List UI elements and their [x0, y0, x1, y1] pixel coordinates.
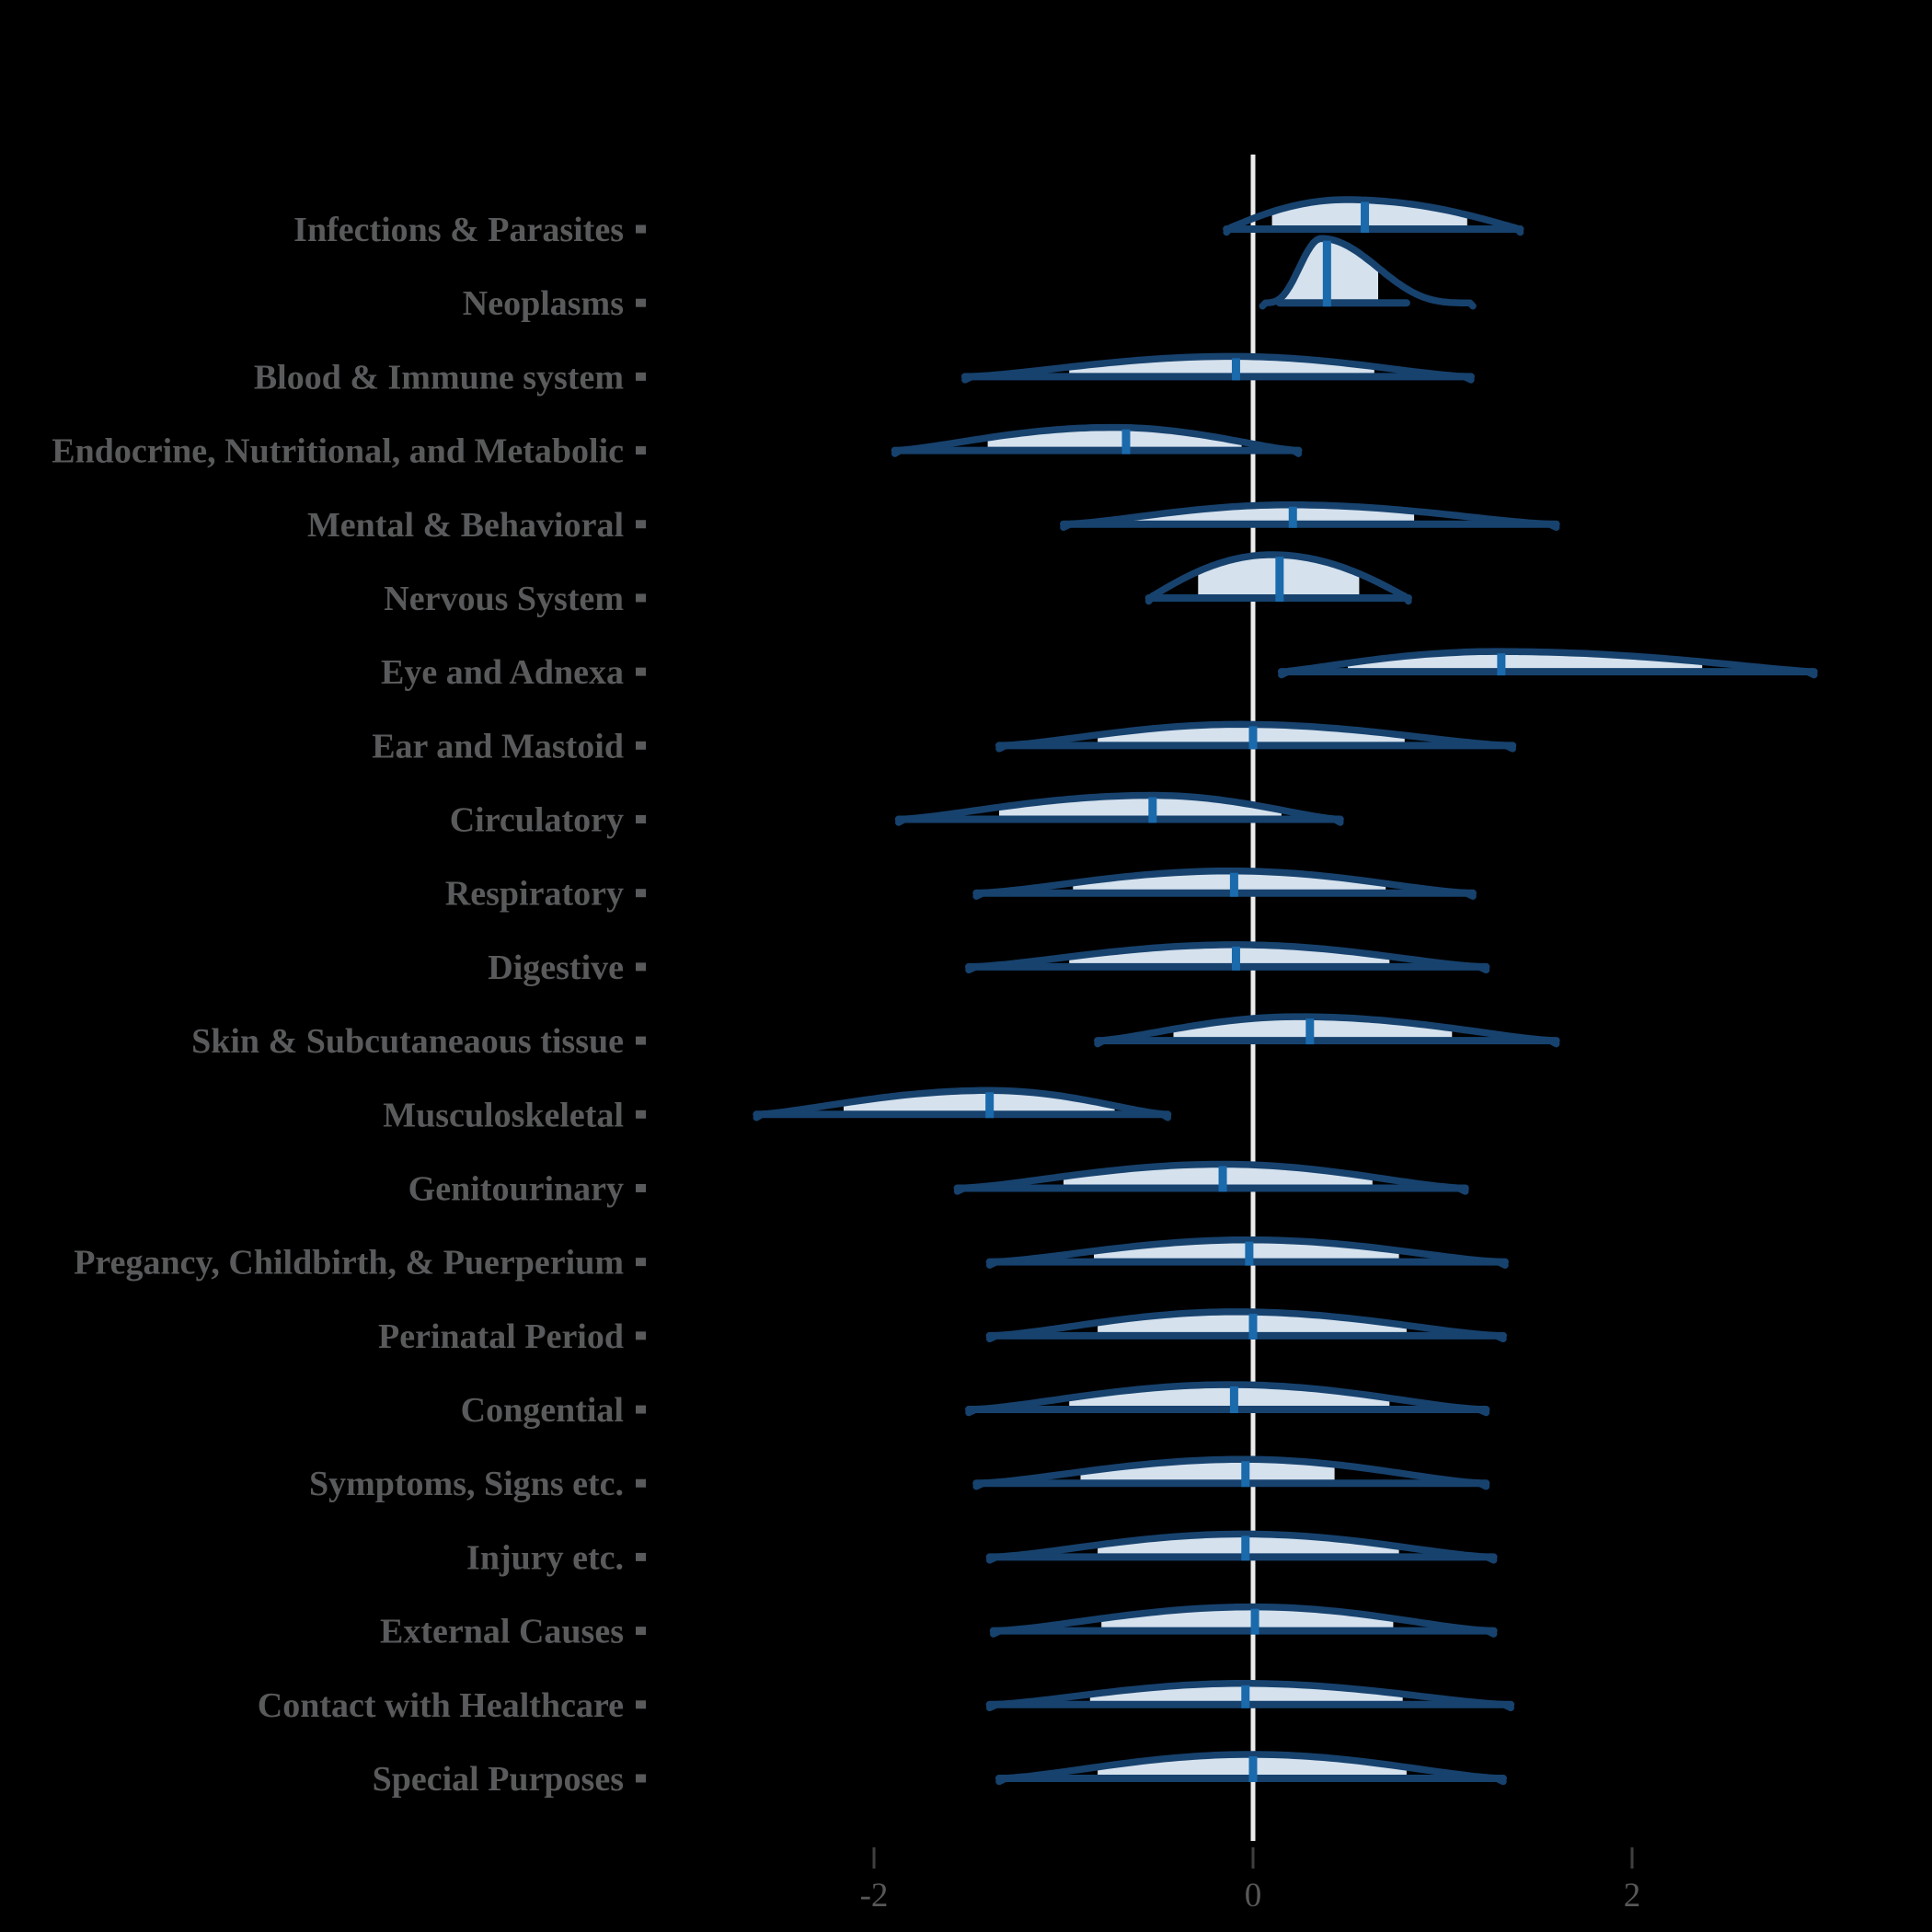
category-tick-square — [636, 298, 646, 307]
category-label: Circulatory — [450, 801, 624, 840]
violin-row-mental-behavioral: Mental & Behavioral — [307, 501, 1560, 545]
density-curve — [985, 1236, 1509, 1269]
violin-row-special-purposes: Special Purposes — [373, 1751, 1507, 1799]
density-curve — [1259, 235, 1477, 310]
violin-row-circulatory: Circulatory — [450, 791, 1344, 840]
category-label: Nervous System — [384, 580, 624, 618]
violin-row-blood-immune-system: Blood & Immune system — [254, 352, 1475, 397]
x-tick-label: 2 — [1624, 1877, 1641, 1915]
category-label: Skin & Subcutaneaous tissue — [191, 1022, 624, 1061]
category-label: Symptoms, Signs etc. — [309, 1465, 624, 1503]
density-curve — [891, 423, 1303, 457]
x-tick-label: 0 — [1245, 1877, 1262, 1915]
category-label: Blood & Immune system — [254, 358, 624, 397]
category-tick-square — [636, 1110, 646, 1119]
density-curve — [985, 1308, 1507, 1343]
violin-row-digestive: Digestive — [488, 941, 1490, 987]
category-label: Musculoskeletal — [383, 1096, 624, 1134]
category-label: Infections & Parasites — [293, 211, 624, 249]
violin-row-endocrine-nutritional-and-metabolic: Endocrine, Nutritional, and Metabolic — [52, 423, 1303, 471]
category-tick-square — [636, 1774, 646, 1783]
density-curve — [985, 1680, 1514, 1712]
category-tick-square — [636, 741, 646, 750]
density-curve — [972, 1455, 1490, 1490]
category-tick-square — [636, 1183, 646, 1192]
category-tick-square — [636, 1552, 646, 1561]
category-tick-square — [636, 962, 646, 972]
violin-row-contact-with-healthcare: Contact with Healthcare — [258, 1680, 1515, 1725]
category-label: Digestive — [488, 949, 624, 987]
category-tick-square — [636, 224, 646, 234]
category-label: External Causes — [380, 1613, 624, 1651]
x-axis: -2 0 2 — [860, 1847, 1641, 1915]
density-curve — [1223, 196, 1524, 236]
density-curve — [965, 941, 1490, 974]
category-tick-square — [636, 667, 646, 676]
density-curve — [1278, 648, 1818, 679]
category-label: Ear and Mastoid — [372, 727, 624, 765]
violin-row-eye-and-adnexa: Eye and Adnexa — [381, 648, 1818, 692]
category-tick-square — [636, 1627, 646, 1636]
category-label: Special Purposes — [373, 1760, 624, 1799]
density-curve — [1144, 551, 1412, 605]
density-curve — [753, 1087, 1172, 1121]
category-tick-square — [636, 372, 646, 381]
category-label: Endocrine, Nutritional, and Metabolic — [52, 432, 624, 471]
category-tick-square — [636, 815, 646, 824]
category-label: Neoplasms — [463, 284, 624, 323]
density-curve — [895, 791, 1344, 826]
density-curve — [972, 867, 1477, 900]
category-tick-square — [636, 1331, 646, 1340]
category-label: Contact with Healthcare — [258, 1686, 624, 1725]
violin-row-ear-and-mastoid: Ear and Mastoid — [372, 720, 1517, 765]
category-tick-square — [636, 520, 646, 529]
category-label: Respiratory — [445, 875, 624, 914]
violin-row-external-causes: External Causes — [380, 1603, 1498, 1651]
category-tick-square — [636, 1036, 646, 1045]
density-curve — [995, 720, 1516, 753]
category-label: Mental & Behavioral — [307, 506, 624, 545]
violin-row-symptoms-signs-etc: Symptoms, Signs etc. — [309, 1455, 1490, 1503]
category-label: Pregancy, Childbirth, & Puerperium — [74, 1244, 624, 1282]
violin-row-injury-etc: Injury etc. — [466, 1530, 1498, 1577]
density-curve — [995, 1751, 1507, 1786]
category-tick-square — [636, 889, 646, 898]
violin-row-pregancy-childbirth-puerperium: Pregancy, Childbirth, & Puerperium — [74, 1236, 1509, 1282]
category-label: Genitourinary — [408, 1169, 624, 1208]
category-tick-square — [636, 1258, 646, 1267]
category-tick-square — [636, 593, 646, 603]
violin-row-neoplasms: Neoplasms — [463, 235, 1477, 323]
x-tick-label: -2 — [860, 1877, 889, 1915]
density-curve — [961, 352, 1475, 384]
category-label: Eye and Adnexa — [381, 653, 624, 692]
density-curve — [1094, 1013, 1560, 1048]
violin-row-musculoskeletal: Musculoskeletal — [383, 1087, 1172, 1134]
density-curve — [965, 1381, 1490, 1417]
category-tick-square — [636, 446, 646, 455]
category-tick-square — [636, 1405, 646, 1414]
category-tick-square — [636, 1478, 646, 1488]
category-tick-square — [636, 1700, 646, 1709]
violin-row-perinatal-period: Perinatal Period — [378, 1308, 1507, 1356]
density-curve — [1060, 501, 1560, 532]
density-curve — [985, 1530, 1498, 1564]
violin-row-congential: Congential — [461, 1381, 1490, 1430]
category-label: Congential — [461, 1391, 624, 1430]
violin-row-nervous-system: Nervous System — [384, 551, 1412, 618]
category-label: Perinatal Period — [378, 1317, 624, 1356]
violin-row-skin-subcutaneaous-tissue: Skin & Subcutaneaous tissue — [191, 1013, 1560, 1061]
density-curve — [953, 1160, 1469, 1195]
density-curve — [990, 1603, 1498, 1638]
violin-row-infections-parasites: Infections & Parasites — [293, 196, 1524, 249]
category-label: Injury etc. — [466, 1538, 624, 1577]
violin-row-respiratory: Respiratory — [445, 867, 1477, 914]
violin-row-genitourinary: Genitourinary — [408, 1160, 1469, 1208]
